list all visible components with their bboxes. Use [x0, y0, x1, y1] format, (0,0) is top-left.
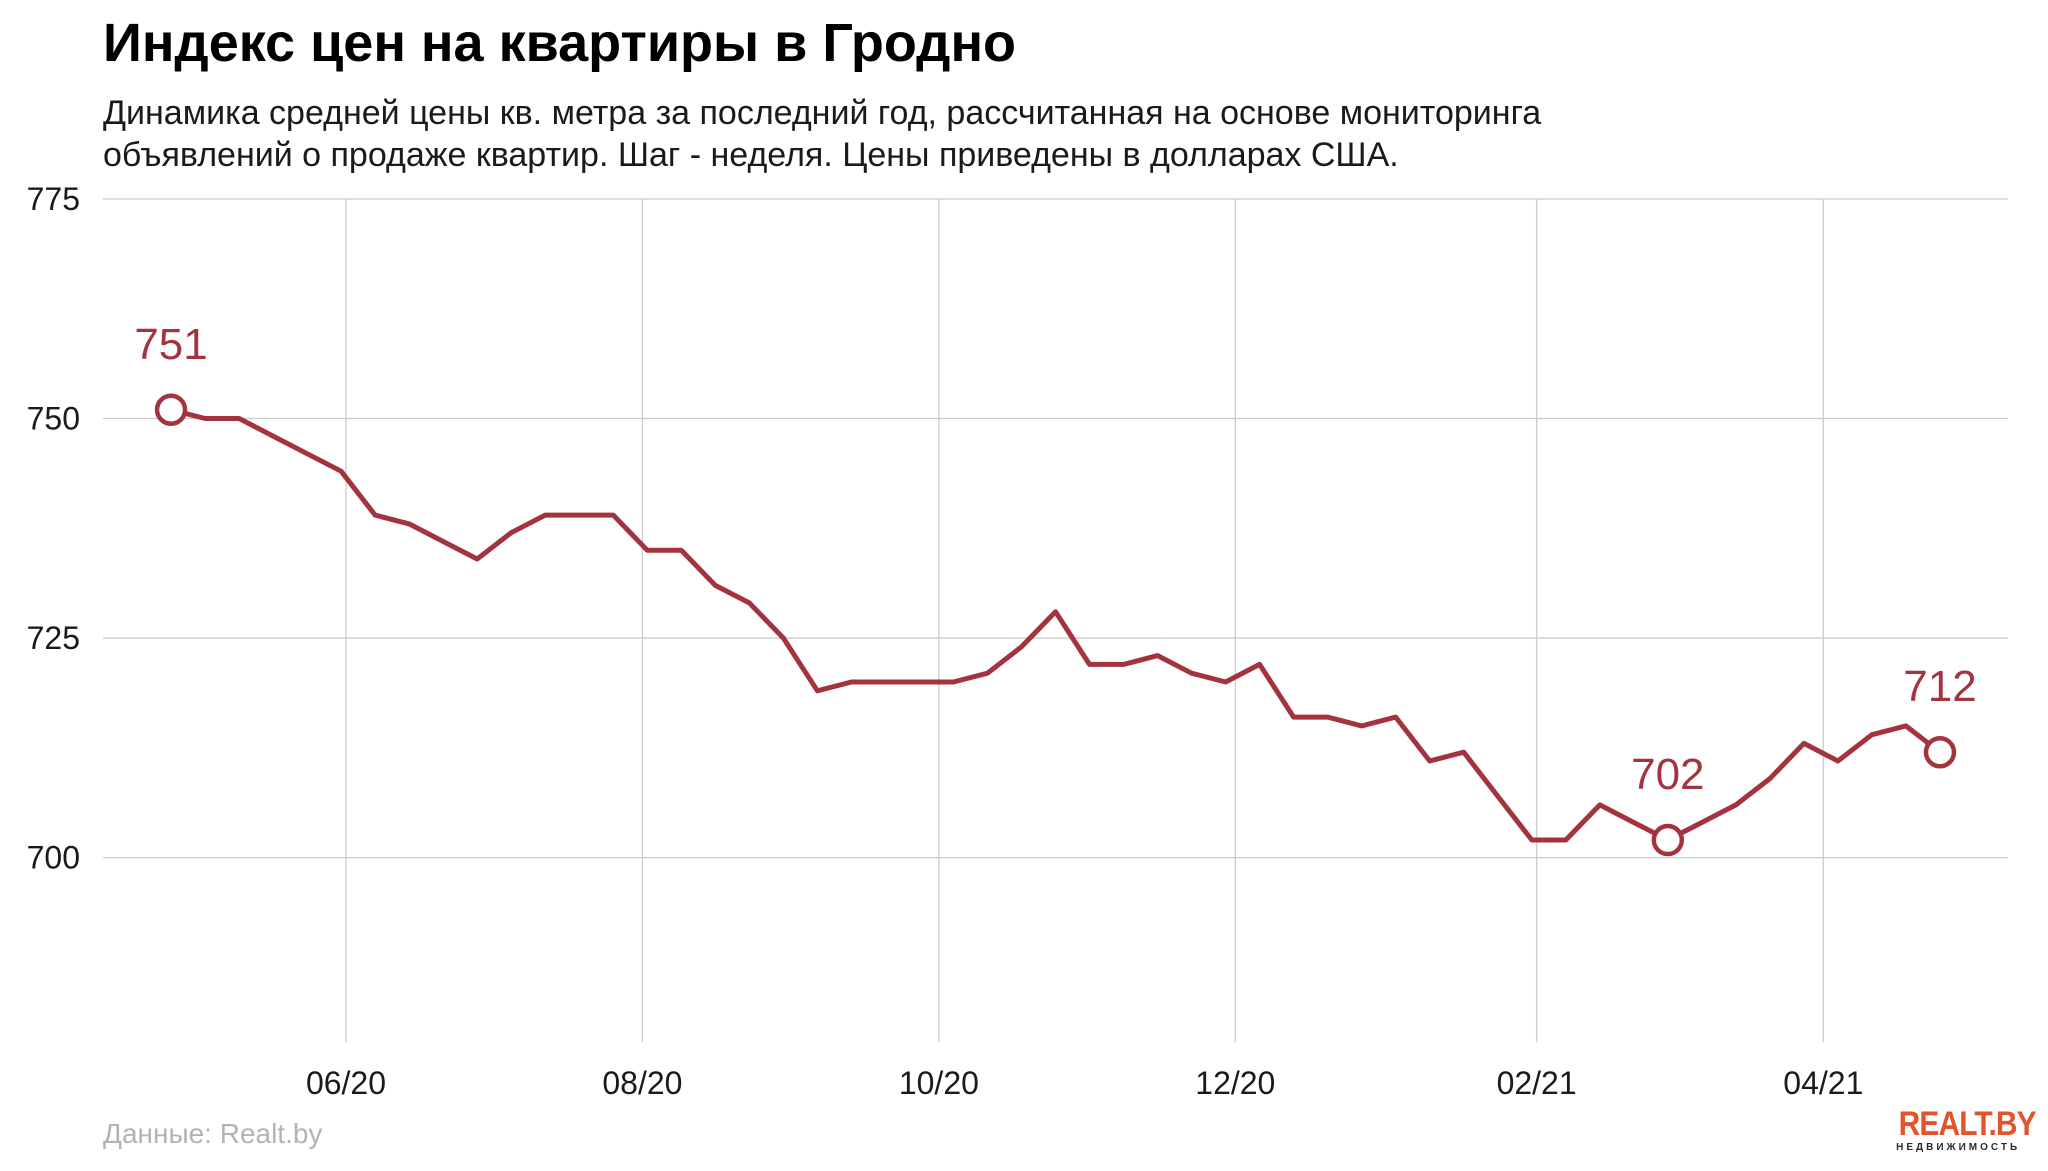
chart-subtitle: Динамика средней цены кв. метра за после… [103, 92, 1803, 176]
price-index-line [168, 407, 1943, 843]
point-value-label: 751 [134, 320, 207, 369]
subtitle-line: Динамика средней цены кв. метра за после… [103, 94, 1542, 132]
source-note: Данные: Realt.by [103, 1118, 323, 1149]
x-tick-label: 08/20 [602, 1065, 682, 1101]
point-marker [1923, 735, 1957, 769]
annotation-layer: 751 702 712 [134, 320, 1977, 857]
point-value-label: 712 [1903, 662, 1976, 711]
point-marker [1651, 823, 1685, 857]
y-tick-label: 775 [27, 181, 80, 217]
x-tick-label: 12/20 [1195, 1065, 1275, 1101]
tick-layer: 700 725 750 775 06/20 08/20 10/20 12/20 02/21 04/… [27, 181, 1864, 1101]
x-tick-label: 04/21 [1783, 1065, 1863, 1101]
point-marker [154, 393, 188, 426]
logo-tagline: НЕДВИЖИМОСТЬ [1896, 1142, 2021, 1153]
y-tick-label: 725 [27, 620, 80, 656]
y-tick-label: 750 [27, 401, 80, 437]
x-tick-label: 06/20 [306, 1065, 386, 1101]
subtitle-line: объявлений о продаже квартир. Шаг - неде… [103, 136, 1399, 174]
point-value-label: 702 [1631, 750, 1704, 799]
x-tick-label: 10/20 [899, 1065, 979, 1101]
logo-wordmark: REALT.BY [1898, 1105, 2037, 1143]
series-layer [168, 407, 1943, 843]
grid-layer [103, 198, 2008, 1042]
x-tick-label: 02/21 [1497, 1065, 1577, 1101]
chart-title: Индекс цен на квартиры в Гродно [103, 13, 1017, 73]
realt-logo[interactable]: REALT.BY НЕДВИЖИМОСТЬ [1880, 1105, 2037, 1155]
y-tick-label: 700 [27, 840, 80, 876]
